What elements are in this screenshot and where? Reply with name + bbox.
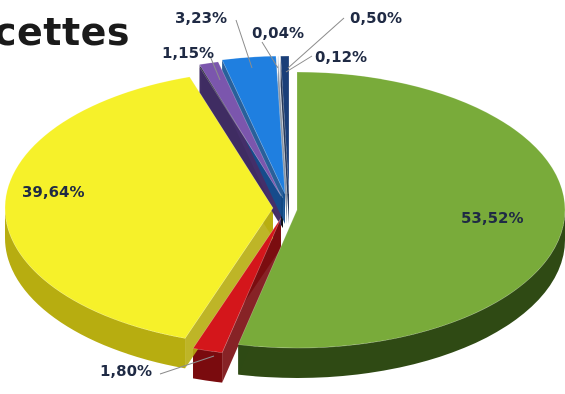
slice-label-7: 0,04% (252, 24, 304, 42)
pie-slice-1 (237, 71, 565, 349)
slice-label-2: 1,80% (100, 362, 152, 380)
chart-title: cettes (0, 10, 131, 54)
slice-label-3: 39,64% (22, 183, 84, 201)
pie-slice-side-1 (238, 210, 565, 378)
leader-line-8 (287, 17, 345, 69)
slice-label-5: 1,15% (162, 44, 214, 62)
pie-slice-2 (192, 217, 282, 353)
pie-slice-face-8-1 (280, 56, 289, 224)
slice-label-8: 0,50% (350, 9, 402, 27)
slice-label-6: 3,23% (175, 9, 227, 27)
leader-line-5 (209, 55, 221, 81)
pie-slice-face-5-1 (199, 64, 281, 226)
leader-line-7 (261, 41, 279, 69)
slice-label-4: 0,12% (315, 48, 367, 66)
leader-line-2 (159, 355, 215, 375)
pie-slice-8 (280, 55, 290, 195)
slice-label-1: 53,52% (461, 209, 523, 227)
pie-slice-side-3 (5, 208, 186, 369)
pie-slice-5 (198, 61, 282, 197)
leader-line-4 (285, 55, 313, 73)
pie-slice-7 (277, 55, 288, 195)
pie-slice-3 (4, 76, 274, 339)
leader-line-6 (235, 19, 253, 69)
